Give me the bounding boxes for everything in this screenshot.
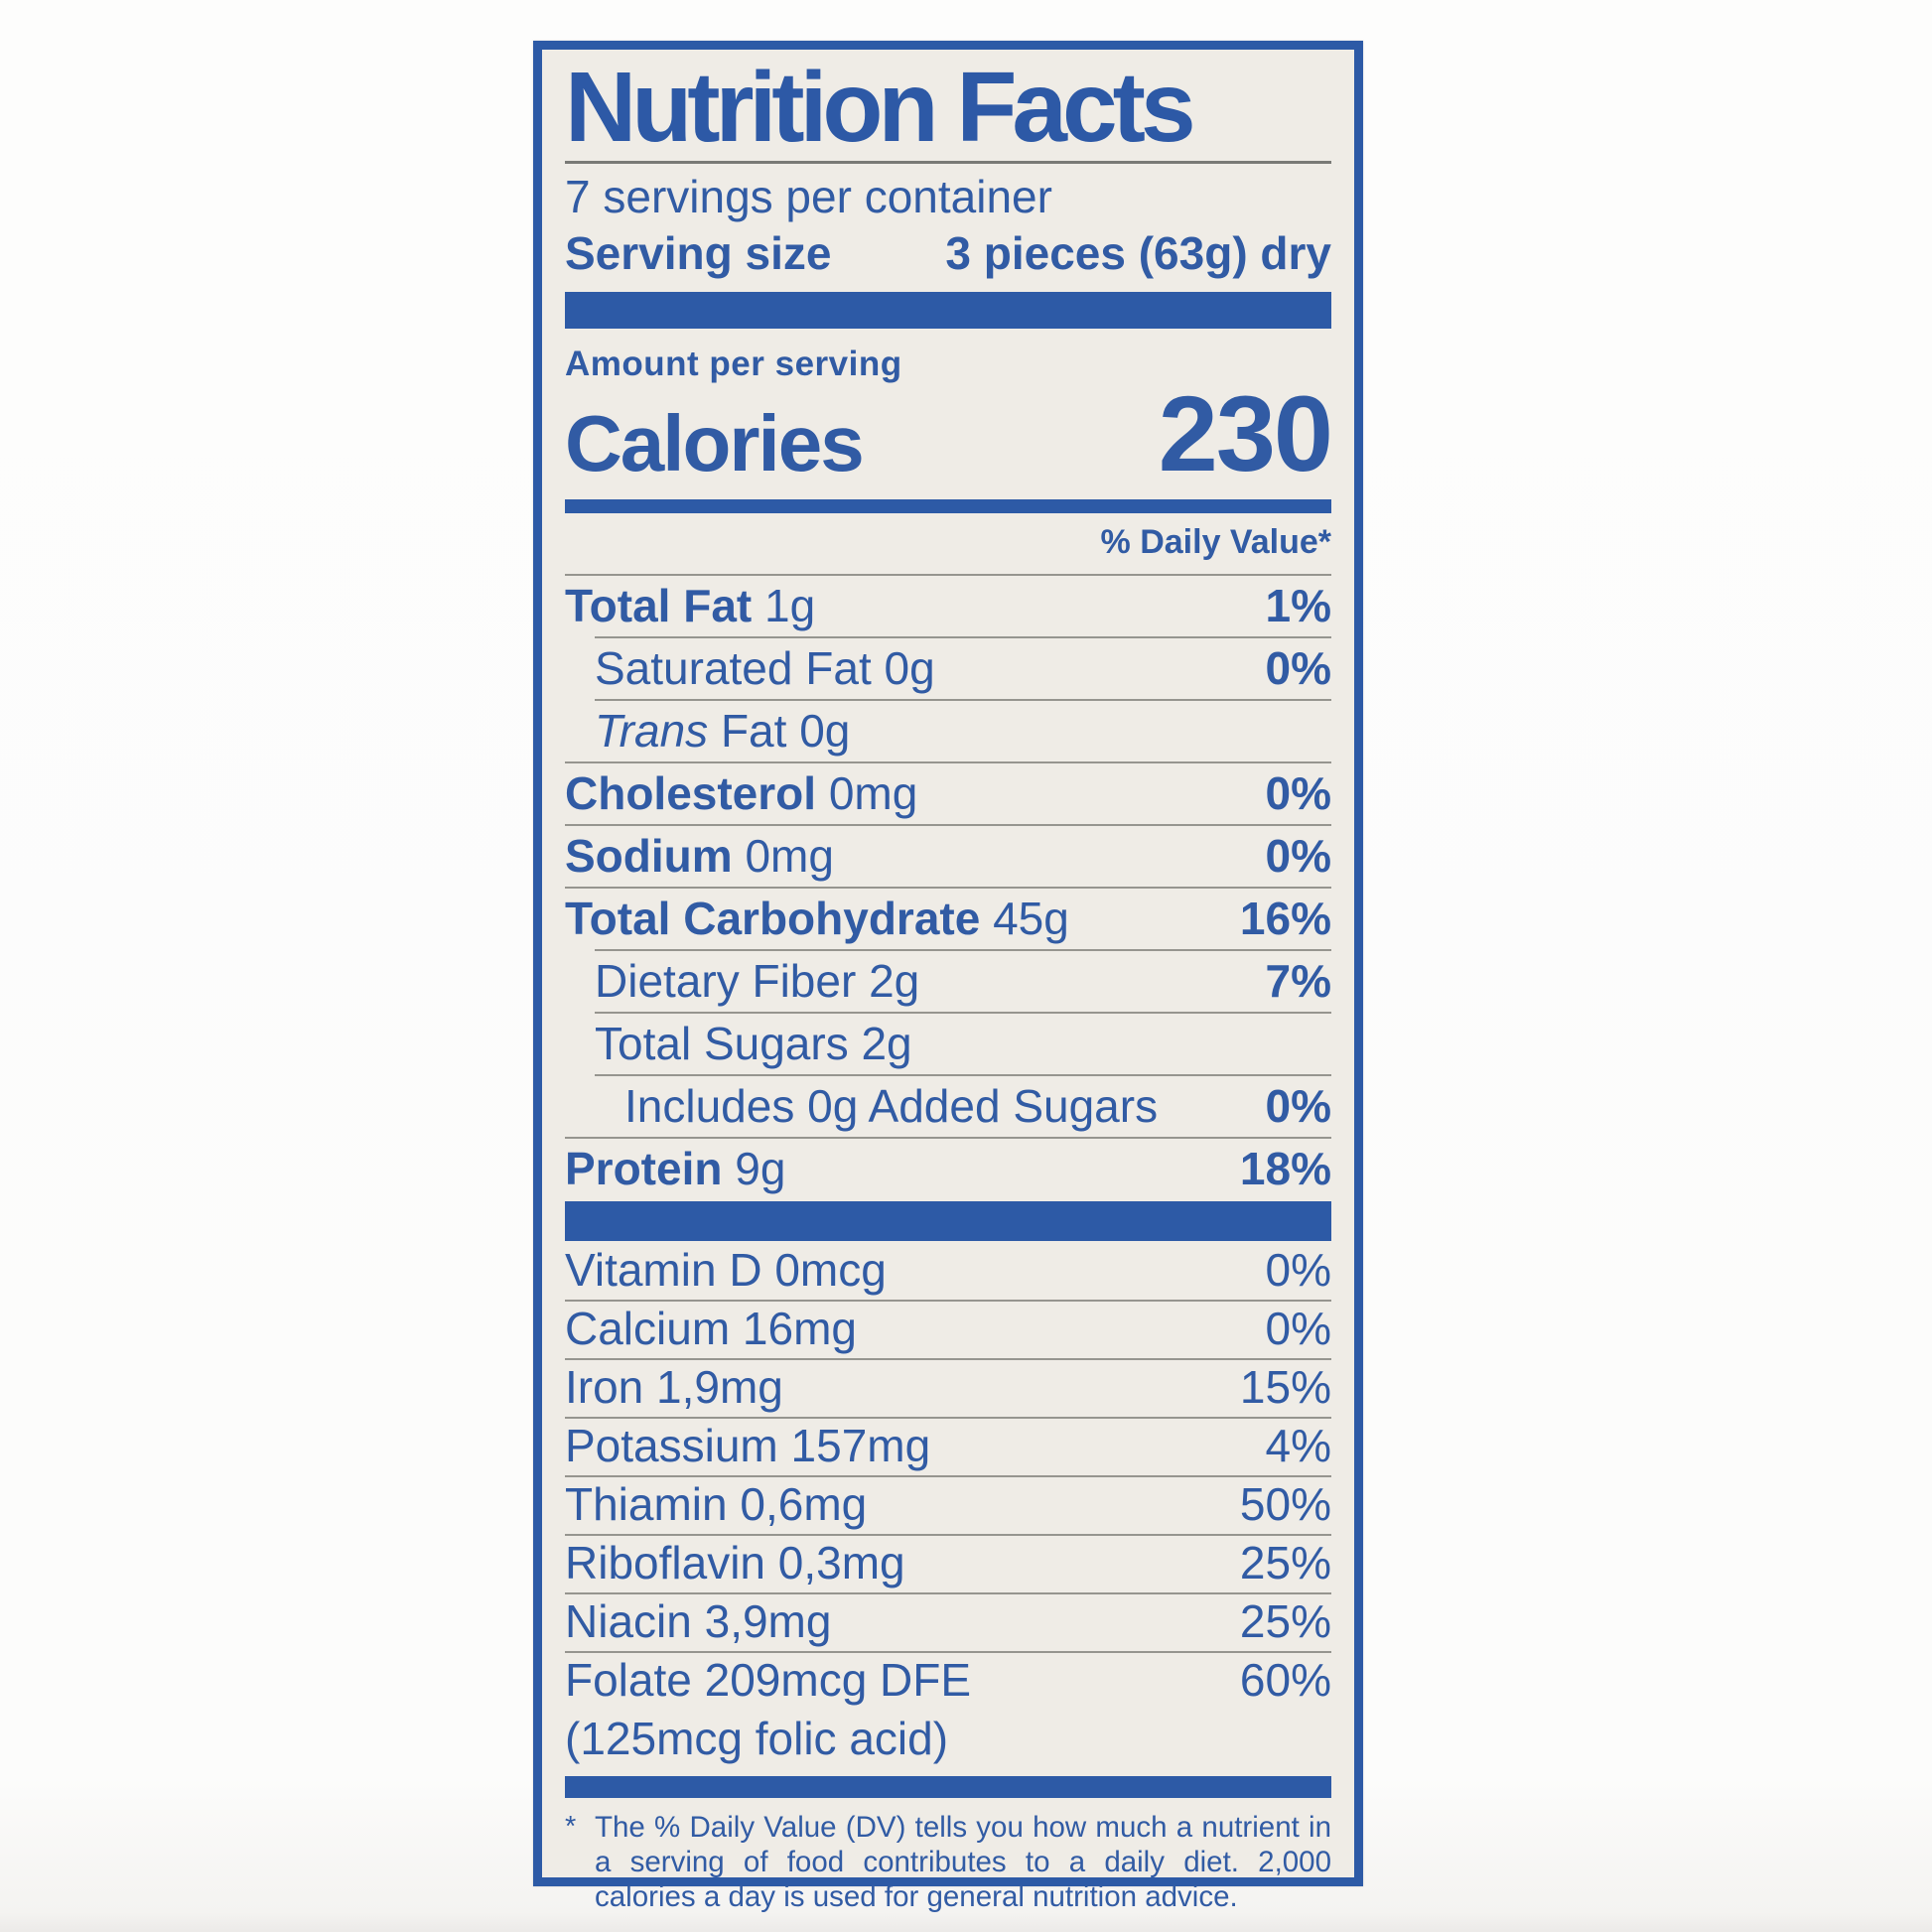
nutrient-row-total-sugars: Total Sugars 2g <box>565 1012 1331 1074</box>
daily-value-percent: 25% <box>1239 1537 1331 1588</box>
daily-value-percent: 0% <box>1265 767 1331 819</box>
calories-label: Calories <box>565 399 865 487</box>
daily-value-percent: 0% <box>1265 1244 1331 1296</box>
daily-value-percent: 0% <box>1265 830 1331 882</box>
serving-size-value: 3 pieces (63g) dry <box>945 227 1331 279</box>
servings-per-container: 7 servings per container <box>565 171 1052 222</box>
nutrition-facts-panel: Nutrition Facts 7 servings per container… <box>533 41 1363 1913</box>
daily-value-percent: 15% <box>1239 1361 1331 1413</box>
nutrient-row-trans-fat: Trans Fat 0g <box>565 699 1331 761</box>
vitamin-row-iron: Iron 1,9mg 15% <box>565 1358 1331 1417</box>
calories-value: 230 <box>1158 373 1333 493</box>
vitamin-row-niacin: Niacin 3,9mg 25% <box>565 1592 1331 1651</box>
daily-value-percent: 16% <box>1239 893 1331 944</box>
daily-value-header: % Daily Value* <box>1100 523 1331 561</box>
vitamin-row-vitamin-d: Vitamin D 0mcg 0% <box>565 1244 1331 1296</box>
nutrient-row-protein: Protein 9g 18% <box>565 1137 1331 1199</box>
daily-value-percent: 0% <box>1265 1080 1331 1132</box>
separator-bar-footnote <box>565 1776 1331 1798</box>
footnote-asterisk: * <box>565 1811 577 1843</box>
daily-value-percent: 50% <box>1239 1478 1331 1530</box>
vitamin-row-folic-acid: (125mcg folic acid) <box>565 1713 949 1764</box>
daily-value-percent: 4% <box>1265 1420 1331 1471</box>
daily-value-percent: 0% <box>1265 1303 1331 1354</box>
nutrient-row-saturated-fat: Saturated Fat 0g 0% <box>565 636 1331 699</box>
serving-size-label: Serving size <box>565 227 832 279</box>
nutrient-row-dietary-fiber: Dietary Fiber 2g 7% <box>565 949 1331 1012</box>
nutrient-row-added-sugars: Includes 0g Added Sugars 0% <box>565 1074 1331 1137</box>
vitamin-row-riboflavin: Riboflavin 0,3mg 25% <box>565 1534 1331 1592</box>
nutrient-row-sodium: Sodium 0mg 0% <box>565 824 1331 887</box>
separator-bar-medium <box>565 499 1331 513</box>
nutrient-row-total-carbohydrate: Total Carbohydrate 45g 16% <box>565 887 1331 949</box>
vitamin-row-folate: Folate 209mcg DFE 60% <box>565 1651 1331 1710</box>
daily-value-percent: 25% <box>1239 1595 1331 1647</box>
vitamin-row-thiamin: Thiamin 0,6mg 50% <box>565 1475 1331 1534</box>
nutrient-row-total-fat: Total Fat 1g 1% <box>565 574 1331 636</box>
footnote-text: The % Daily Value (DV) tells you how muc… <box>595 1811 1331 1913</box>
separator-bar-thick <box>565 1201 1331 1241</box>
nutrient-rows: Total Fat 1g 1% Saturated Fat 0g 0% Tran… <box>565 574 1331 1199</box>
nutrition-facts-title: Nutrition Facts <box>565 56 1331 164</box>
separator-bar-thick <box>565 292 1331 329</box>
serving-size-row: Serving size 3 pieces (63g) dry <box>565 224 1331 282</box>
daily-value-percent: 7% <box>1265 955 1331 1007</box>
daily-value-footnote: * The % Daily Value (DV) tells you how m… <box>565 1810 1331 1914</box>
amount-per-serving-label: Amount per serving <box>565 345 902 383</box>
nutrient-row-cholesterol: Cholesterol 0mg 0% <box>565 761 1331 824</box>
vitamin-row-calcium: Calcium 16mg 0% <box>565 1300 1331 1358</box>
vitamin-rows: Vitamin D 0mcg 0% Calcium 16mg 0% Iron 1… <box>565 1241 1331 1768</box>
daily-value-percent: 60% <box>1239 1654 1331 1706</box>
daily-value-percent: 1% <box>1265 580 1331 631</box>
daily-value-percent: 18% <box>1239 1143 1331 1194</box>
calories-row: Calories 230 <box>565 373 1333 493</box>
nutrition-facts-content: Nutrition Facts 7 servings per container… <box>565 56 1333 1914</box>
daily-value-percent: 0% <box>1265 642 1331 694</box>
vitamin-row-potassium: Potassium 157mg 4% <box>565 1417 1331 1475</box>
